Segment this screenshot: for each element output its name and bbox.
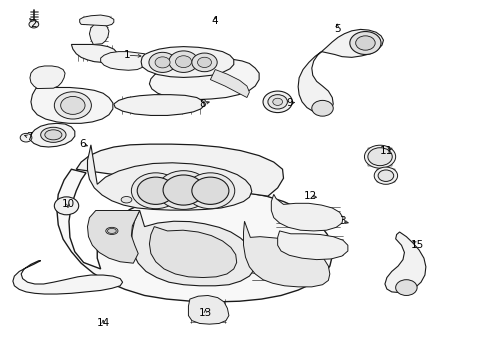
Polygon shape: [131, 211, 255, 286]
Circle shape: [373, 167, 397, 184]
Polygon shape: [149, 59, 259, 100]
Ellipse shape: [107, 228, 116, 233]
Circle shape: [272, 98, 282, 105]
Polygon shape: [57, 169, 331, 302]
Circle shape: [29, 21, 39, 28]
Text: 10: 10: [61, 199, 74, 210]
Circle shape: [349, 32, 380, 54]
Polygon shape: [188, 296, 228, 324]
Circle shape: [131, 173, 180, 209]
Circle shape: [355, 36, 374, 50]
Circle shape: [163, 175, 203, 205]
Polygon shape: [298, 51, 332, 113]
Ellipse shape: [45, 130, 62, 140]
Polygon shape: [384, 232, 425, 293]
Polygon shape: [101, 51, 144, 70]
Circle shape: [149, 52, 176, 72]
Polygon shape: [87, 211, 140, 263]
Circle shape: [54, 197, 79, 215]
Circle shape: [175, 56, 191, 68]
Polygon shape: [277, 231, 347, 260]
Text: 3: 3: [338, 216, 345, 226]
Text: 9: 9: [285, 98, 292, 108]
Text: 5: 5: [333, 24, 340, 34]
Polygon shape: [13, 261, 122, 294]
Polygon shape: [210, 69, 249, 98]
Circle shape: [157, 171, 209, 210]
Polygon shape: [71, 44, 117, 62]
Text: 2: 2: [30, 19, 37, 29]
Circle shape: [367, 148, 391, 166]
Polygon shape: [149, 226, 236, 278]
Circle shape: [191, 53, 217, 72]
Polygon shape: [87, 145, 251, 210]
Circle shape: [395, 280, 416, 296]
Polygon shape: [141, 46, 233, 77]
Polygon shape: [89, 23, 109, 44]
Circle shape: [20, 134, 32, 142]
Polygon shape: [76, 144, 283, 196]
Text: 7: 7: [25, 132, 32, 142]
Circle shape: [191, 177, 228, 204]
Ellipse shape: [41, 127, 66, 142]
Text: 15: 15: [410, 239, 424, 249]
Circle shape: [155, 57, 170, 68]
Polygon shape: [80, 15, 114, 26]
Text: 12: 12: [303, 191, 316, 201]
Text: 14: 14: [96, 319, 109, 328]
Text: 11: 11: [380, 145, 393, 156]
Text: 6: 6: [79, 139, 86, 149]
Text: 1: 1: [124, 50, 130, 60]
Ellipse shape: [121, 197, 132, 203]
Polygon shape: [31, 87, 113, 123]
Polygon shape: [30, 66, 65, 89]
Text: 13: 13: [199, 308, 212, 318]
Polygon shape: [243, 221, 329, 287]
Polygon shape: [321, 30, 383, 57]
Text: 8: 8: [199, 99, 206, 109]
Circle shape: [267, 95, 287, 109]
Circle shape: [137, 177, 174, 204]
Circle shape: [197, 57, 211, 68]
Circle shape: [185, 173, 234, 209]
Polygon shape: [29, 123, 75, 147]
Circle shape: [377, 170, 393, 181]
Text: 4: 4: [211, 17, 218, 27]
Circle shape: [364, 145, 395, 168]
Circle shape: [168, 51, 198, 72]
Circle shape: [311, 100, 332, 116]
Circle shape: [263, 91, 292, 113]
Circle shape: [54, 92, 91, 119]
Polygon shape: [271, 194, 342, 231]
Ellipse shape: [105, 227, 118, 234]
Polygon shape: [114, 95, 204, 116]
Ellipse shape: [139, 193, 150, 199]
Circle shape: [61, 96, 85, 114]
